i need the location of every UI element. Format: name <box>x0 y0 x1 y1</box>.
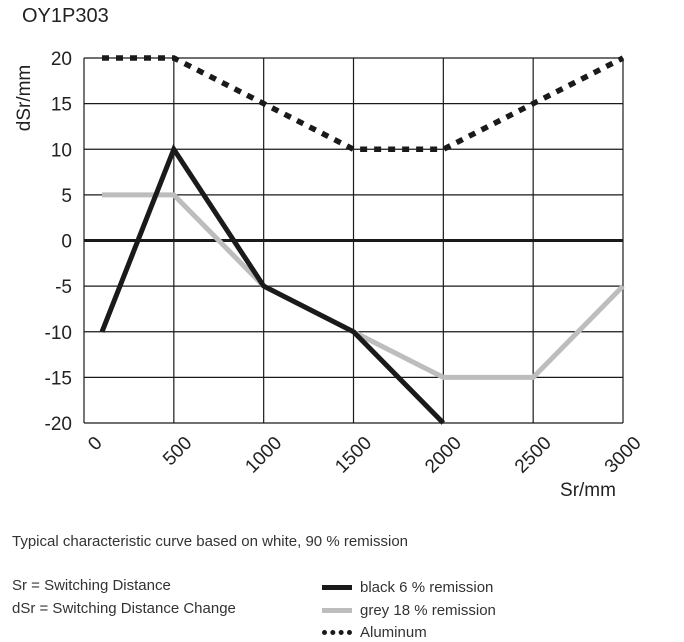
x-tick-label: 0 <box>84 433 106 455</box>
y-tick-label: 20 <box>51 49 72 70</box>
y-tick-labels: 20 15 10 5 0 -5 -10 -15 -20 <box>45 49 72 435</box>
dsr-definition: dSr = Switching Distance Change <box>12 600 236 617</box>
legend-item-black: black 6 % remission <box>322 577 493 597</box>
legend-label-black: black 6 % remission <box>360 578 494 596</box>
chart: OY1P303 20 15 10 5 0 -5 -10 -15 -20 0 500 1000 1500… <box>14 5 646 501</box>
legend-label-grey: grey 18 % remission <box>360 601 496 619</box>
y-tick-label: -5 <box>55 277 72 298</box>
y-tick-label: 5 <box>61 186 72 207</box>
sr-definition: Sr = Switching Distance <box>12 577 171 594</box>
legend-label-aluminum: Aluminum <box>360 623 427 641</box>
legend-item-aluminum: Aluminum <box>322 622 427 642</box>
x-tick-label: 1500 <box>331 433 376 478</box>
x-tick-label: 2500 <box>511 433 556 478</box>
series-line-aluminum <box>102 55 625 153</box>
y-tick-label: -15 <box>45 368 72 389</box>
y-tick-label: 15 <box>51 95 72 116</box>
legend-swatch-black <box>322 584 352 590</box>
y-tick-label: 10 <box>51 140 72 161</box>
x-tick-label: 1000 <box>242 433 287 478</box>
series-line-black-6-remission <box>99 143 446 425</box>
x-tick-labels: 0 500 1000 1500 2000 2500 3000 <box>84 433 645 478</box>
x-tick-label: 2000 <box>421 433 466 478</box>
y-tick-label: -20 <box>45 414 72 435</box>
x-tick-label: 500 <box>159 433 196 470</box>
legend-item-grey: grey 18 % remission <box>322 600 496 620</box>
x-tick-label: 3000 <box>601 433 646 478</box>
caption: Typical characteristic curve based on wh… <box>12 533 409 550</box>
y-tick-label: -10 <box>45 323 72 344</box>
series-group <box>99 55 625 425</box>
y-tick-label: 0 <box>61 232 72 253</box>
x-axis-label: Sr/mm <box>560 480 616 501</box>
legend-swatch-grey <box>322 607 352 613</box>
y-axis-label: dSr/mm <box>14 65 35 132</box>
chart-title: OY1P303 <box>22 5 109 27</box>
legend-swatch-aluminum <box>322 629 352 635</box>
